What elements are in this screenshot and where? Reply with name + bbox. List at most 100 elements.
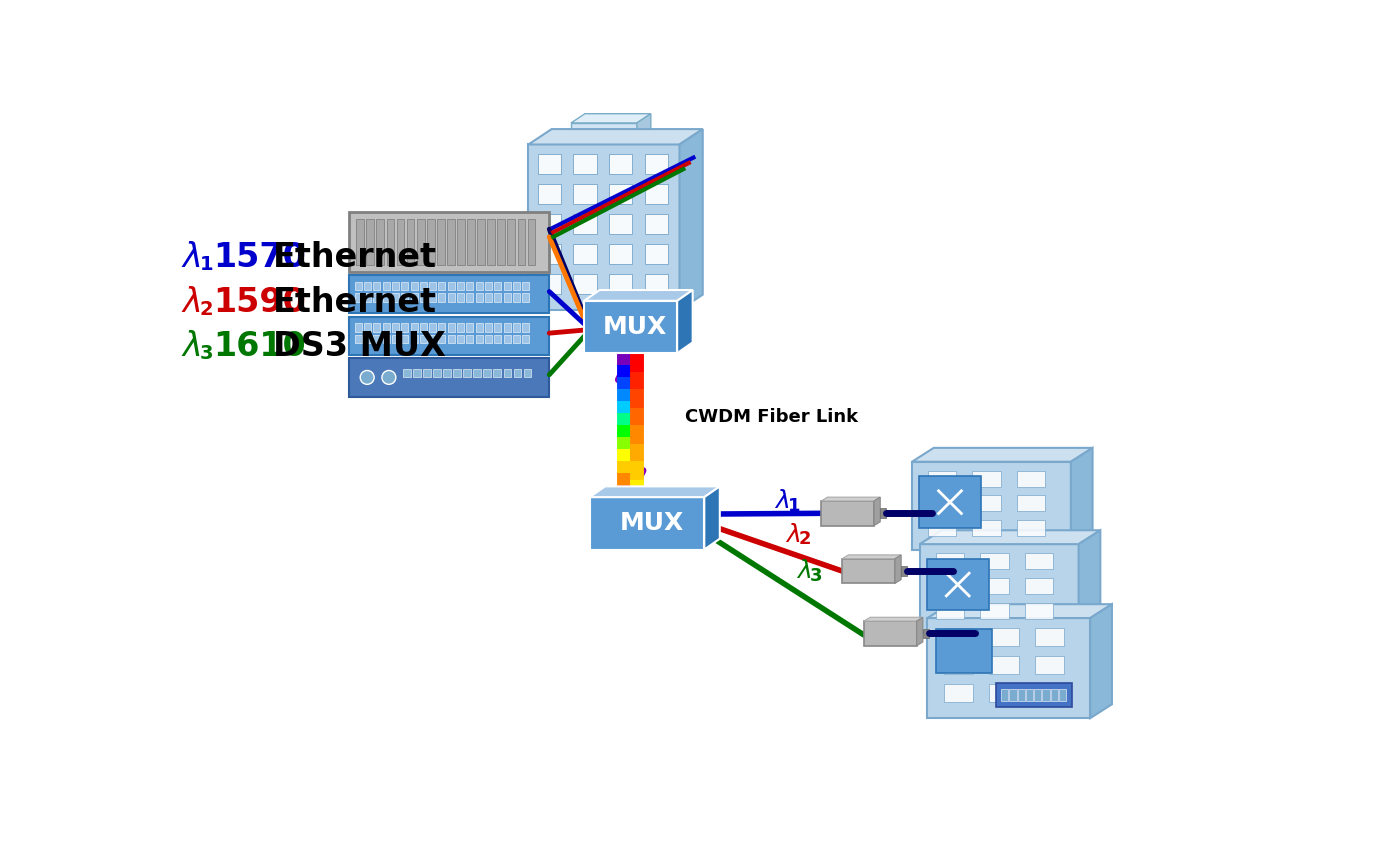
- Text: MUX: MUX: [604, 315, 667, 339]
- FancyBboxPatch shape: [972, 471, 1001, 486]
- FancyBboxPatch shape: [517, 219, 525, 264]
- FancyBboxPatch shape: [928, 618, 1090, 718]
- Polygon shape: [584, 290, 693, 301]
- FancyBboxPatch shape: [590, 497, 704, 550]
- Polygon shape: [528, 129, 703, 144]
- FancyBboxPatch shape: [392, 282, 399, 290]
- FancyBboxPatch shape: [935, 553, 964, 569]
- Text: CWDM Fiber Link: CWDM Fiber Link: [685, 409, 858, 427]
- FancyBboxPatch shape: [990, 628, 1019, 646]
- FancyBboxPatch shape: [411, 293, 418, 302]
- Polygon shape: [676, 290, 693, 353]
- FancyBboxPatch shape: [609, 184, 632, 204]
- Text: 1590: 1590: [213, 286, 307, 319]
- FancyBboxPatch shape: [374, 293, 381, 302]
- FancyBboxPatch shape: [463, 369, 472, 377]
- FancyBboxPatch shape: [538, 154, 561, 174]
- FancyBboxPatch shape: [864, 621, 917, 645]
- FancyBboxPatch shape: [1035, 628, 1064, 646]
- FancyBboxPatch shape: [466, 334, 473, 343]
- FancyBboxPatch shape: [538, 244, 561, 264]
- Text: $\lambda$: $\lambda$: [785, 523, 800, 547]
- FancyBboxPatch shape: [990, 656, 1019, 674]
- FancyBboxPatch shape: [407, 219, 414, 264]
- FancyBboxPatch shape: [419, 334, 426, 343]
- FancyBboxPatch shape: [424, 369, 430, 377]
- FancyBboxPatch shape: [476, 293, 483, 302]
- FancyBboxPatch shape: [466, 323, 473, 332]
- FancyBboxPatch shape: [386, 219, 395, 264]
- FancyBboxPatch shape: [901, 566, 908, 576]
- FancyBboxPatch shape: [972, 520, 1001, 536]
- Text: $\lambda$: $\lambda$: [774, 489, 789, 513]
- FancyBboxPatch shape: [374, 323, 381, 332]
- FancyBboxPatch shape: [366, 219, 374, 264]
- FancyBboxPatch shape: [417, 219, 425, 264]
- FancyBboxPatch shape: [349, 276, 549, 313]
- FancyBboxPatch shape: [466, 282, 473, 290]
- FancyBboxPatch shape: [374, 282, 381, 290]
- FancyBboxPatch shape: [920, 544, 1078, 632]
- FancyBboxPatch shape: [485, 334, 492, 343]
- FancyBboxPatch shape: [447, 219, 455, 264]
- FancyBboxPatch shape: [468, 219, 474, 264]
- FancyBboxPatch shape: [538, 184, 561, 204]
- FancyBboxPatch shape: [513, 334, 520, 343]
- FancyBboxPatch shape: [429, 282, 436, 290]
- FancyBboxPatch shape: [485, 282, 492, 290]
- Polygon shape: [895, 555, 901, 583]
- FancyBboxPatch shape: [514, 369, 521, 377]
- FancyBboxPatch shape: [477, 219, 485, 264]
- FancyBboxPatch shape: [382, 334, 389, 343]
- Polygon shape: [679, 129, 703, 310]
- Polygon shape: [1078, 530, 1100, 632]
- FancyBboxPatch shape: [1026, 689, 1033, 701]
- Polygon shape: [864, 617, 923, 621]
- FancyBboxPatch shape: [402, 282, 408, 290]
- FancyBboxPatch shape: [513, 293, 520, 302]
- FancyBboxPatch shape: [923, 628, 930, 638]
- FancyBboxPatch shape: [990, 684, 1019, 702]
- Polygon shape: [590, 486, 719, 497]
- Text: Ethernet: Ethernet: [272, 241, 437, 274]
- FancyBboxPatch shape: [433, 369, 441, 377]
- FancyBboxPatch shape: [522, 282, 529, 290]
- FancyBboxPatch shape: [437, 219, 444, 264]
- FancyBboxPatch shape: [364, 323, 371, 332]
- FancyBboxPatch shape: [609, 154, 632, 174]
- FancyBboxPatch shape: [609, 213, 632, 234]
- FancyBboxPatch shape: [487, 219, 495, 264]
- FancyBboxPatch shape: [349, 317, 549, 355]
- FancyBboxPatch shape: [374, 334, 381, 343]
- FancyBboxPatch shape: [943, 684, 974, 702]
- Polygon shape: [637, 114, 650, 144]
- FancyBboxPatch shape: [439, 334, 446, 343]
- FancyBboxPatch shape: [943, 656, 974, 674]
- FancyBboxPatch shape: [349, 358, 549, 397]
- Text: 2: 2: [799, 530, 811, 549]
- FancyBboxPatch shape: [392, 293, 399, 302]
- FancyBboxPatch shape: [476, 282, 483, 290]
- Text: $\lambda$: $\lambda$: [182, 331, 201, 364]
- FancyBboxPatch shape: [573, 213, 597, 234]
- Text: 3: 3: [810, 567, 822, 585]
- FancyBboxPatch shape: [356, 219, 364, 264]
- FancyBboxPatch shape: [494, 293, 502, 302]
- FancyBboxPatch shape: [494, 369, 502, 377]
- FancyBboxPatch shape: [538, 274, 561, 294]
- FancyBboxPatch shape: [1001, 689, 1008, 701]
- Text: Ethernet: Ethernet: [272, 286, 437, 319]
- FancyBboxPatch shape: [503, 369, 512, 377]
- Text: 1610: 1610: [213, 331, 307, 364]
- FancyBboxPatch shape: [821, 501, 874, 525]
- FancyBboxPatch shape: [364, 293, 371, 302]
- FancyBboxPatch shape: [429, 334, 436, 343]
- FancyBboxPatch shape: [918, 476, 980, 528]
- FancyBboxPatch shape: [843, 559, 895, 583]
- FancyBboxPatch shape: [645, 154, 668, 174]
- FancyBboxPatch shape: [1024, 602, 1053, 619]
- FancyBboxPatch shape: [1018, 495, 1045, 511]
- FancyBboxPatch shape: [355, 334, 362, 343]
- FancyBboxPatch shape: [456, 293, 463, 302]
- FancyBboxPatch shape: [402, 293, 408, 302]
